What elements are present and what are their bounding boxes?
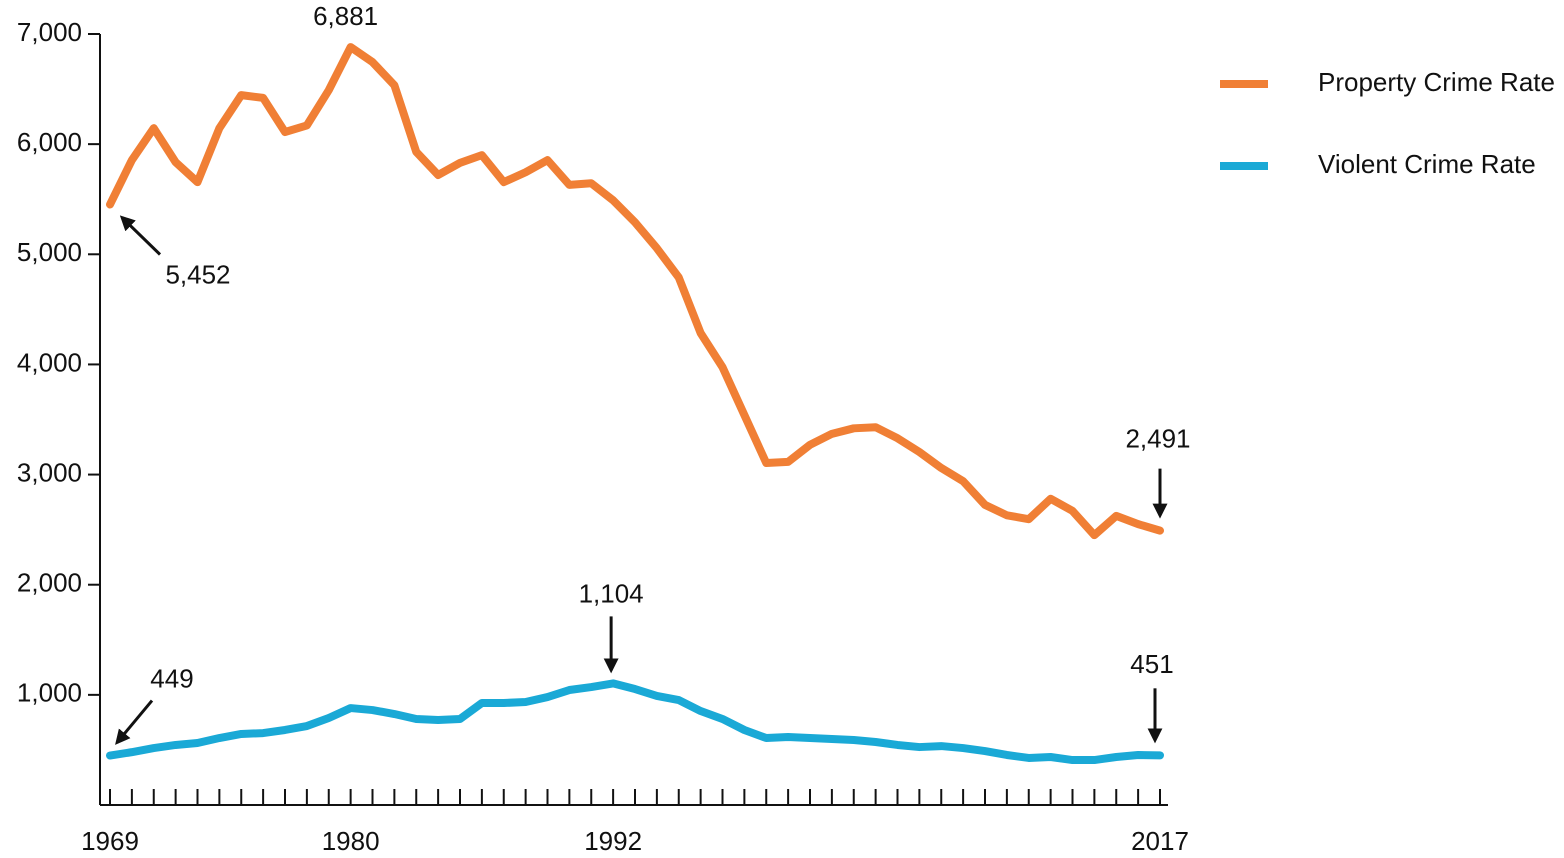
y-tick-label: 4,000 <box>17 347 82 377</box>
data-label: 6,881 <box>313 1 378 31</box>
legend-label: Violent Crime Rate <box>1318 149 1536 179</box>
x-tick-label: 2017 <box>1131 826 1189 856</box>
data-label: 451 <box>1130 649 1173 679</box>
y-tick-label: 1,000 <box>17 678 82 708</box>
series-line <box>106 679 1164 765</box>
y-tick-label: 3,000 <box>17 457 82 487</box>
y-tick-label: 6,000 <box>17 127 82 157</box>
y-tick-label: 5,000 <box>17 237 82 267</box>
x-tick-label: 1969 <box>81 826 139 856</box>
data-label: 1,104 <box>579 578 644 608</box>
data-label: 449 <box>150 663 193 693</box>
data-label: 2,491 <box>1125 424 1190 454</box>
legend-label: Property Crime Rate <box>1318 67 1555 97</box>
x-tick-label: 1992 <box>584 826 642 856</box>
annotation-arrow <box>119 215 162 256</box>
data-label: 5,452 <box>165 259 230 289</box>
y-tick-label: 2,000 <box>17 568 82 598</box>
annotation-arrow <box>115 699 154 745</box>
x-tick-label: 1980 <box>322 826 380 856</box>
series-line <box>106 43 1164 540</box>
y-tick-label: 7,000 <box>17 17 82 47</box>
